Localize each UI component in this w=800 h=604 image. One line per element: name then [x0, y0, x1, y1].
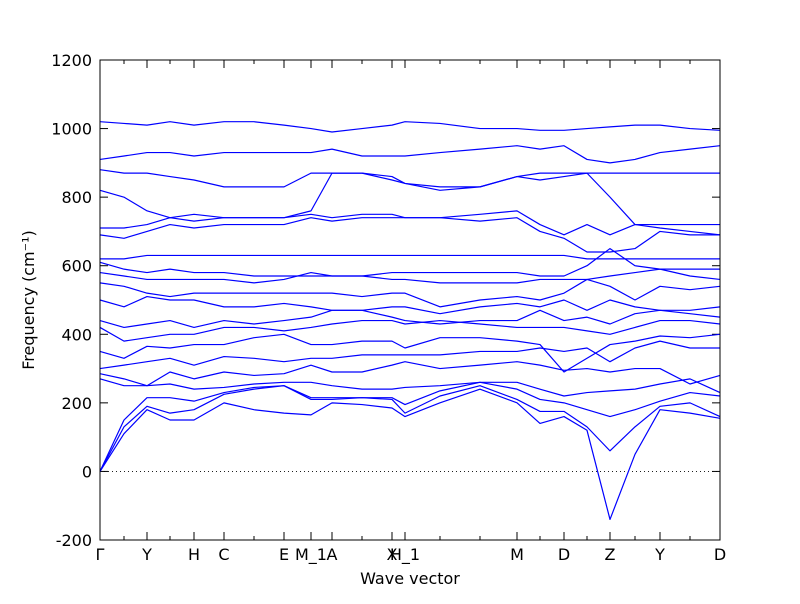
band-line	[99, 295, 721, 315]
band-line	[99, 172, 721, 236]
x-tick-label: Z	[605, 545, 616, 564]
y-axis-label: Frequency (cm⁻¹)	[19, 230, 38, 369]
x-tick-label: M_1	[295, 545, 327, 565]
x-tick-label: D	[558, 545, 570, 564]
y-tick-label: 200	[61, 394, 92, 413]
y-tick-label: -200	[56, 531, 92, 550]
y-tick-label: 1000	[51, 120, 92, 139]
band-line	[99, 378, 721, 397]
band-line	[99, 278, 721, 308]
band-line	[99, 340, 720, 370]
x-axis-label: Wave vector	[360, 569, 460, 588]
plot-frame	[99, 59, 721, 541]
x-tick-label: Y	[141, 545, 152, 564]
y-tick-label: 800	[61, 188, 92, 207]
band-line	[99, 319, 721, 342]
x-tick-label: H	[188, 545, 200, 564]
y-tick-label: 0	[82, 462, 92, 481]
x-tick-label: Γ	[96, 545, 105, 564]
band-line	[99, 121, 721, 133]
x-tick-label: M	[510, 545, 524, 564]
band-line	[99, 309, 721, 329]
band-line	[99, 145, 721, 164]
band-line	[100, 254, 720, 260]
band-line	[99, 381, 721, 472]
x-tick-label: E	[279, 545, 289, 564]
y-tick-label: 1200	[51, 51, 92, 70]
band-line	[100, 210, 720, 236]
x-tick-label: H_1	[390, 545, 420, 565]
x-tick-label: D	[714, 545, 726, 564]
band-line	[99, 169, 720, 191]
y-tick-label: 600	[61, 257, 92, 276]
y-tick-label: 400	[61, 325, 92, 344]
band-line	[99, 388, 721, 521]
band-line	[99, 361, 721, 387]
band-line	[99, 268, 721, 284]
band-line	[99, 333, 721, 373]
x-tick-label: A	[327, 545, 338, 564]
band-line	[99, 217, 720, 253]
x-tick-label: C	[218, 545, 229, 564]
band-line	[99, 385, 721, 472]
x-tick-label: X	[387, 545, 398, 564]
x-tick-label: Y	[654, 545, 665, 564]
